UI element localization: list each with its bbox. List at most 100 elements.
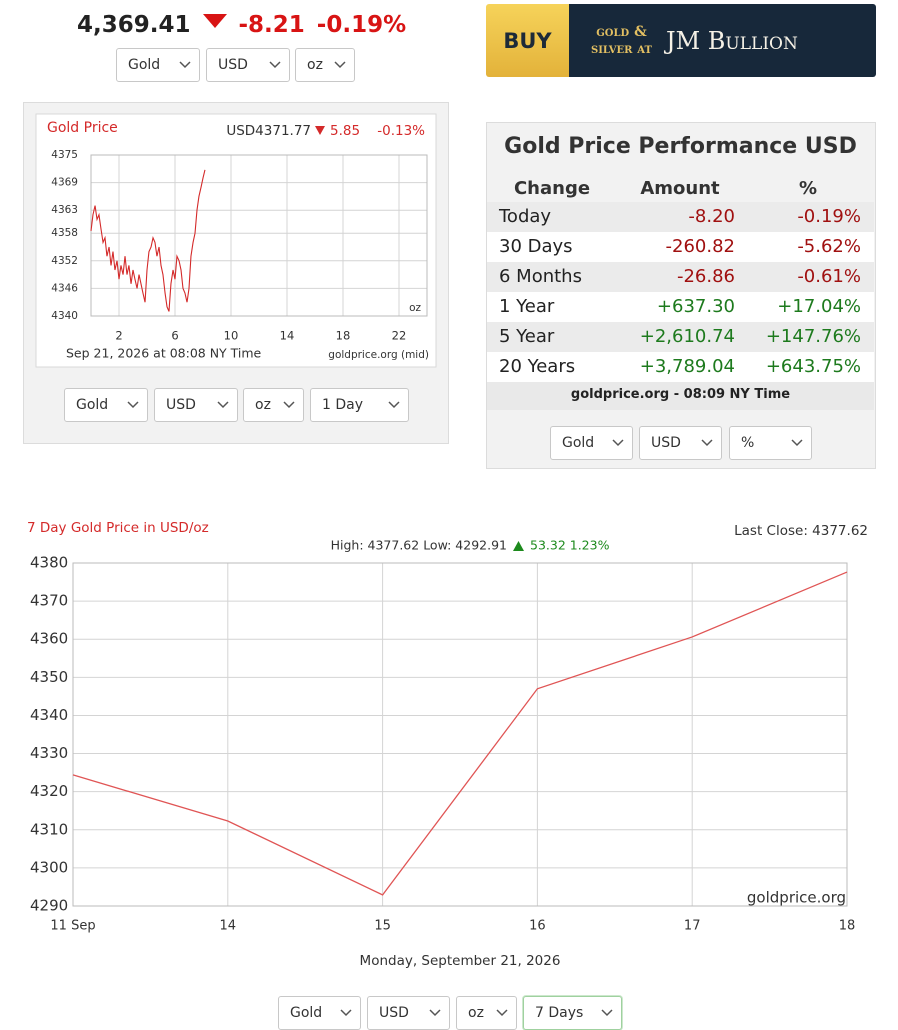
dropdown[interactable]: 7 Days <box>523 996 622 1030</box>
chart-title: 7 Day Gold Price in USD/oz <box>27 520 209 536</box>
x-tick-label: 15 <box>374 919 391 934</box>
spot-change: -8.21 <box>238 12 305 38</box>
chevron <box>496 1009 508 1017</box>
chevron <box>340 1009 352 1017</box>
y-tick-label: 4358 <box>51 227 78 239</box>
dropdown[interactable]: oz <box>243 388 304 422</box>
plot-area <box>72 562 848 907</box>
column-header: % <box>798 178 818 199</box>
plot-border <box>72 562 848 907</box>
table-row: 20 Years +3,789.04 +643.75% <box>487 352 874 382</box>
percent: -0.61% <box>797 266 861 287</box>
price-line <box>72 571 848 896</box>
dropdown-label: USD <box>651 435 681 451</box>
amount: -260.82 <box>665 236 735 257</box>
quote-change: 5.85 <box>330 123 360 139</box>
dropdown-label: USD <box>166 397 196 413</box>
dropdown[interactable]: 1 Day <box>310 388 409 422</box>
column-header: Change <box>513 178 591 199</box>
table-row: 1 Year +637.30 +17.04% <box>487 292 874 322</box>
down-icon <box>315 126 325 135</box>
row-label: 5 Year <box>499 326 555 347</box>
dropdown[interactable]: Gold <box>64 388 148 422</box>
y-tick-label: 4320 <box>30 782 68 800</box>
x-tick-label: 2 <box>115 329 122 343</box>
dropdown[interactable]: Gold <box>116 48 200 82</box>
chevron <box>791 439 803 447</box>
summary-change: 53.32 1.23% <box>530 538 610 553</box>
price-line <box>90 169 206 312</box>
dropdown[interactable]: USD <box>206 48 290 82</box>
x-tick-label: 18 <box>336 329 351 343</box>
y-tick-label: 4352 <box>51 255 78 267</box>
percent: +643.75% <box>765 356 861 377</box>
summary: High: 4377.62 Low: 4292.91 <box>331 538 507 553</box>
column-header: Amount <box>640 178 720 199</box>
chevron <box>334 61 346 69</box>
chevron <box>601 1009 613 1017</box>
dropdown-label: oz <box>307 57 323 73</box>
dropdown[interactable]: oz <box>295 48 355 82</box>
percent: -0.19% <box>797 206 861 227</box>
dropdown[interactable]: USD <box>367 996 450 1030</box>
dropdown-label: 1 Day <box>322 397 364 413</box>
chevron <box>612 439 624 447</box>
chevron <box>388 401 400 409</box>
dropdown[interactable]: oz <box>456 996 517 1030</box>
x-tick-label: 22 <box>392 329 407 343</box>
quote-change-pct: -0.13% <box>377 123 425 139</box>
dropdown[interactable]: USD <box>639 426 722 460</box>
chevron <box>217 401 229 409</box>
percent: +147.76% <box>765 326 861 347</box>
y-tick-label: 4340 <box>51 310 78 322</box>
brand-box: Gold & Silver At JM Bullion <box>569 4 876 77</box>
dropdown-label: Gold <box>76 397 109 413</box>
table-row: 5 Year +2,610.74 +147.76% <box>487 322 874 352</box>
up-icon <box>513 541 524 551</box>
dropdown-label: oz <box>255 397 271 413</box>
source: goldprice.org (mid) <box>328 349 429 361</box>
table-row: 6 Months -26.86 -0.61% <box>487 262 874 292</box>
amount: +637.30 <box>656 296 735 317</box>
dropdown[interactable]: Gold <box>278 996 361 1030</box>
amount: -26.86 <box>676 266 735 287</box>
y-tick-label: 4310 <box>30 820 68 838</box>
y-tick-label: 4340 <box>30 706 68 724</box>
quote: USD4371.77 <box>226 123 311 139</box>
tagline-1: Gold & <box>596 23 647 40</box>
dropdown[interactable]: % <box>729 426 812 460</box>
x-tick-label: 14 <box>220 919 237 934</box>
dropdown-label: 7 Days <box>535 1005 584 1021</box>
x-tick-label: 16 <box>529 919 546 934</box>
chart-title: Gold Price <box>47 120 118 136</box>
y-tick-label: 4330 <box>30 744 68 762</box>
row-label: 30 Days <box>499 236 573 257</box>
y-tick-label: 4380 <box>30 554 68 572</box>
chevron <box>429 1009 441 1017</box>
dropdown-label: oz <box>468 1005 484 1021</box>
row-label: 20 Years <box>499 356 576 377</box>
brand: JM Bullion <box>665 26 798 55</box>
dropdown[interactable]: USD <box>154 388 238 422</box>
y-tick-label: 4375 <box>51 149 78 161</box>
row-label: 6 Months <box>499 266 582 287</box>
ad-banner[interactable]: BUY Gold & Silver At JM Bullion <box>486 4 876 77</box>
x-tick-label: 11 Sep <box>50 919 95 934</box>
percent: -5.62% <box>797 236 861 257</box>
tagline-2: Silver At <box>591 40 652 57</box>
table-header: Change Amount% <box>487 174 874 204</box>
y-tick-label: 4350 <box>30 668 68 686</box>
dropdown[interactable]: Gold <box>550 426 633 460</box>
dropdown-label: Gold <box>562 435 595 451</box>
dropdown-label: USD <box>379 1005 409 1021</box>
x-tick-label: 6 <box>171 329 178 343</box>
percent: +17.04% <box>777 296 861 317</box>
tagline: Gold & Silver At <box>591 24 652 58</box>
amount: +3,789.04 <box>639 356 735 377</box>
chevron <box>179 61 191 69</box>
y-tick-label: 4290 <box>30 897 68 915</box>
x-tick-label: 18 <box>839 919 856 934</box>
source: goldprice.org <box>747 889 846 907</box>
